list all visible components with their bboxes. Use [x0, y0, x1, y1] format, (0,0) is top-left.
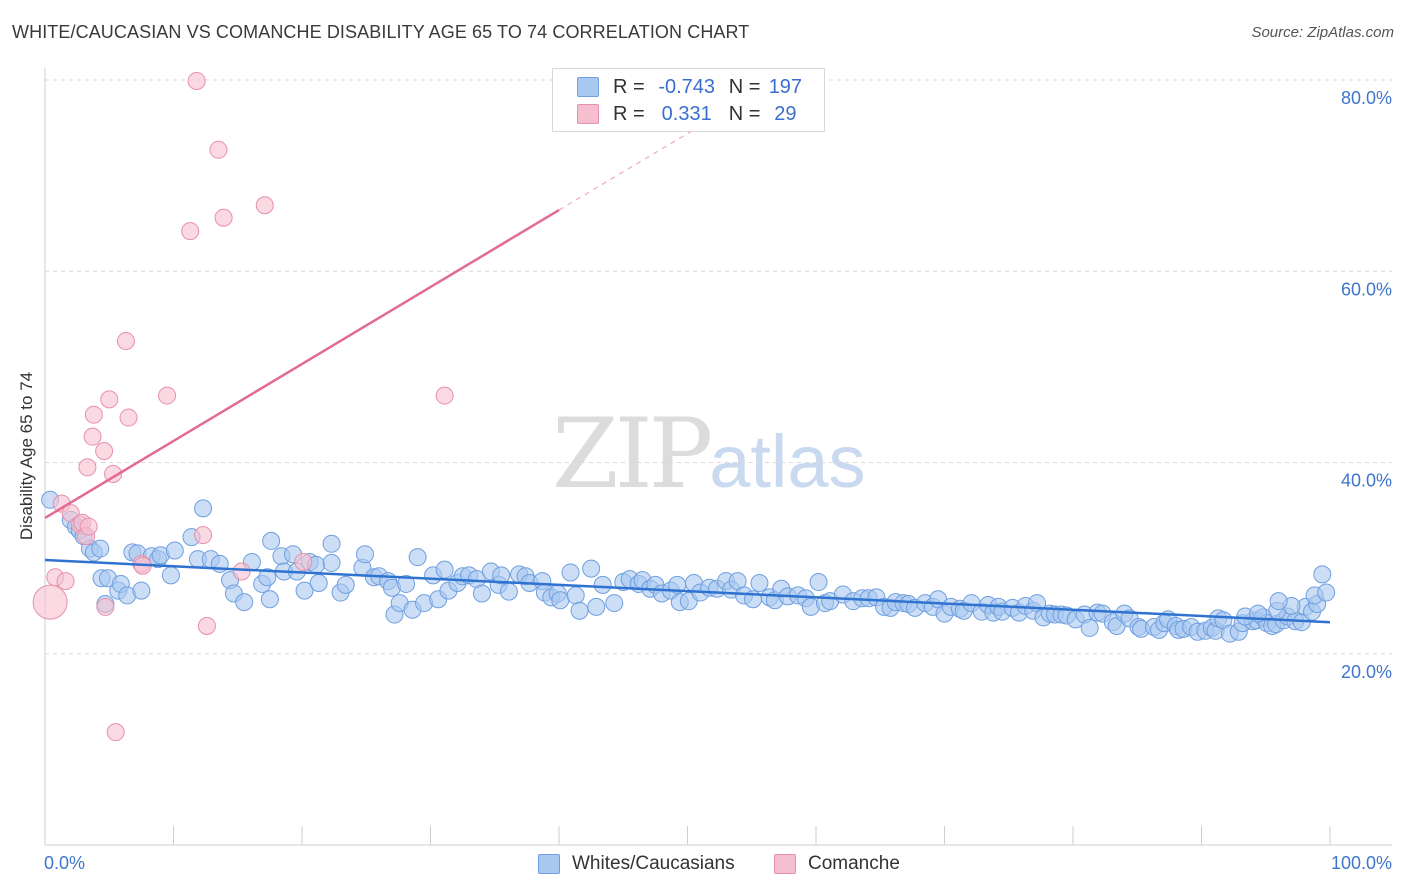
- bottom-legend-label-comanche: Comanche: [808, 853, 900, 874]
- bottom-legend-comanche[interactable]: Comanche: [774, 852, 900, 876]
- data-point-comanche: [181, 222, 200, 241]
- legend-n-value: 197: [768, 75, 803, 98]
- y-tick-label: 60.0%: [1341, 279, 1392, 299]
- data-point-comanche: [100, 390, 119, 409]
- chart-title: WHITE/CAUCASIAN VS COMANCHE DISABILITY A…: [12, 22, 750, 42]
- data-point-white: [1317, 583, 1336, 602]
- bottom-legend-swatch-comanche: [774, 854, 796, 874]
- data-point-comanche: [294, 552, 313, 571]
- comanche-points: [32, 71, 454, 742]
- data-point-white: [492, 566, 511, 585]
- legend-r-label: R =: [613, 75, 645, 98]
- data-point-comanche: [78, 458, 97, 477]
- legend-r-value: -0.743: [658, 75, 716, 98]
- data-point-white: [551, 591, 570, 610]
- data-point-comanche: [197, 617, 216, 636]
- data-point-comanche: [119, 408, 138, 427]
- source-label: Source: ZipAtlas.com: [1251, 24, 1394, 41]
- trend-line-comanche: [44, 208, 560, 520]
- data-point-comanche: [84, 405, 103, 424]
- data-point-white: [499, 582, 518, 601]
- data-point-white: [408, 548, 427, 567]
- data-point-white: [570, 601, 589, 620]
- data-point-comanche: [255, 196, 274, 215]
- data-point-white: [435, 560, 454, 579]
- data-point-white: [322, 553, 341, 572]
- data-point-white: [566, 586, 585, 605]
- y-tick-label: 80.0%: [1341, 88, 1392, 108]
- data-point-white: [336, 575, 355, 594]
- data-point-comanche: [32, 584, 68, 620]
- data-point-white: [260, 590, 279, 609]
- data-point-comanche: [83, 427, 102, 446]
- data-point-comanche: [116, 332, 135, 351]
- data-point-comanche: [158, 386, 177, 405]
- y-tick-label: 20.0%: [1341, 662, 1392, 682]
- legend-row-white: R = -0.743 N = 197: [577, 75, 810, 99]
- data-point-white: [295, 581, 314, 600]
- data-point-white: [809, 573, 828, 592]
- data-point-comanche: [435, 386, 454, 405]
- data-point-comanche: [106, 723, 125, 742]
- data-point-white: [1080, 618, 1099, 637]
- y-axis-title: Disability Age 65 to 74: [17, 371, 36, 541]
- legend-n-label: N =: [728, 75, 761, 98]
- trend-line-comanche-extension: [558, 94, 753, 211]
- legend-r-label: R =: [613, 102, 645, 125]
- data-point-white: [1269, 592, 1288, 611]
- data-point-white: [582, 559, 601, 578]
- data-point-white: [194, 499, 213, 518]
- data-point-white: [1313, 565, 1332, 584]
- bottom-legend-white[interactable]: Whites/Caucasians: [538, 852, 735, 876]
- data-point-comanche: [104, 464, 123, 483]
- legend-swatch-white: [577, 77, 599, 97]
- data-point-comanche: [95, 442, 114, 461]
- data-point-white: [262, 531, 281, 550]
- data-point-white: [165, 541, 184, 560]
- legend-box: R = -0.743 N = 197 R = 0.331 N = 29: [552, 68, 825, 132]
- data-point-comanche: [187, 71, 206, 90]
- data-point-comanche: [232, 562, 251, 581]
- legend-n-label: N =: [728, 102, 761, 125]
- data-point-white: [161, 566, 180, 585]
- trend-lines: [44, 94, 1331, 624]
- legend-swatch-comanche: [577, 104, 599, 124]
- data-point-white: [397, 574, 416, 593]
- data-point-white: [472, 584, 491, 603]
- data-point-white: [235, 593, 254, 612]
- data-point-white: [593, 575, 612, 594]
- data-point-comanche: [56, 572, 75, 591]
- data-point-white: [355, 545, 374, 564]
- data-point-comanche: [209, 140, 228, 159]
- tick-labels: 20.0% 40.0% 60.0% 80.0% 0.0% 100.0%: [44, 88, 1392, 873]
- data-point-comanche: [194, 526, 213, 545]
- trend-line-white: [44, 558, 1331, 624]
- legend-r-value: 0.331: [661, 102, 712, 125]
- bottom-legend-swatch-white: [538, 854, 560, 874]
- data-point-white: [132, 581, 151, 600]
- data-point-white: [587, 597, 606, 616]
- y-tick-label: 40.0%: [1341, 471, 1392, 491]
- legend-n-value: 29: [774, 102, 797, 125]
- data-point-white: [322, 534, 341, 553]
- axes: [44, 68, 1392, 846]
- data-point-white: [750, 573, 769, 592]
- data-point-white: [258, 568, 277, 587]
- data-point-white: [91, 539, 110, 558]
- x-tick-label: 0.0%: [44, 853, 85, 873]
- x-tick-label: 100.0%: [1331, 853, 1392, 873]
- data-point-comanche: [79, 517, 98, 536]
- bottom-legend-label-white: Whites/Caucasians: [572, 853, 735, 874]
- data-point-comanche: [96, 597, 115, 616]
- data-point-white: [309, 573, 328, 592]
- data-point-comanche: [214, 208, 233, 227]
- data-point-white: [561, 563, 580, 582]
- data-point-white: [605, 594, 624, 613]
- legend-row-comanche: R = 0.331 N = 29: [577, 102, 810, 126]
